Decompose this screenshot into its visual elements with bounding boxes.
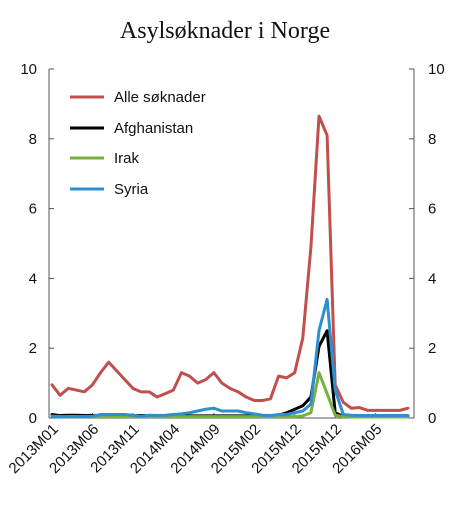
right-y-tick-label: 10 <box>428 61 445 78</box>
irak-series-line <box>50 371 410 419</box>
legend-label: Alle søknader <box>114 89 206 106</box>
right-y-tick-label: 8 <box>428 131 436 148</box>
legend-label: Afghanistan <box>114 120 193 137</box>
legend-label: Irak <box>114 150 140 167</box>
chart-title: Asylsøknader i Norge <box>120 18 330 44</box>
alle-s-knader-series-line <box>50 114 410 412</box>
syria-series-line <box>50 297 410 419</box>
left-y-tick-label: 0 <box>29 410 37 427</box>
series-group <box>50 114 410 419</box>
right-y-tick-label: 2 <box>428 340 436 357</box>
right-y-tick-label: 4 <box>428 270 436 287</box>
left-y-tick-label: 2 <box>29 340 37 357</box>
legend-group: Alle søknader Afghanistan Irak Syria <box>70 89 206 198</box>
legend-label: Syria <box>114 181 149 198</box>
left-y-tick-label: 10 <box>20 61 37 78</box>
left-y-tick-label: 8 <box>29 131 37 148</box>
right-y-tick-label: 6 <box>428 201 436 218</box>
left-y-tick-label: 4 <box>29 270 37 287</box>
left-y-tick-label: 6 <box>29 201 37 218</box>
right-y-tick-label: 0 <box>428 410 436 427</box>
afghanistan-series-line <box>50 329 410 419</box>
